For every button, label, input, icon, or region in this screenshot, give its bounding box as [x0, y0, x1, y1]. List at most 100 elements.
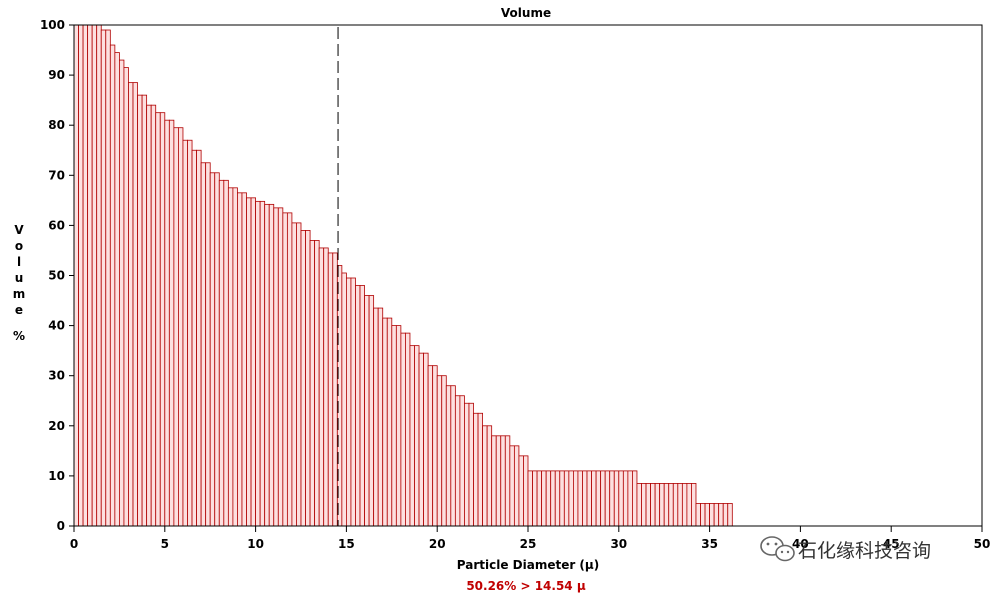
- bar: [341, 272, 347, 527]
- y-tick-label: 90: [48, 68, 65, 82]
- bar: [187, 139, 193, 527]
- bar: [495, 435, 502, 527]
- bar: [364, 295, 370, 527]
- bar: [255, 200, 261, 527]
- bar: [486, 425, 493, 527]
- bar: [314, 240, 320, 527]
- bar: [241, 192, 247, 527]
- median-annotation: 50.26% > 14.54 µ: [466, 579, 586, 593]
- bar: [554, 470, 561, 527]
- bar: [114, 52, 120, 527]
- bar: [119, 59, 125, 527]
- bar: [609, 470, 615, 527]
- bar: [445, 385, 452, 527]
- bar: [214, 172, 220, 527]
- bar: [563, 470, 570, 527]
- bar: [532, 470, 538, 527]
- bar: [709, 503, 715, 527]
- bar: [509, 445, 515, 527]
- bar: [200, 162, 207, 527]
- bar: [323, 247, 329, 527]
- bar: [622, 470, 629, 527]
- bar: [582, 470, 588, 527]
- bar: [141, 94, 148, 527]
- bar: [504, 435, 511, 527]
- bar: [586, 470, 592, 527]
- bar: [627, 470, 633, 527]
- bar: [155, 112, 161, 527]
- bar: [645, 483, 651, 527]
- bar: [391, 325, 397, 527]
- bar: [359, 285, 365, 527]
- bar: [150, 104, 157, 527]
- bar: [441, 375, 447, 527]
- bar: [686, 483, 692, 527]
- bar: [377, 307, 384, 527]
- bar: [550, 470, 556, 527]
- bar: [691, 483, 697, 527]
- bar: [727, 503, 733, 527]
- bar: [695, 503, 701, 527]
- bar: [268, 203, 275, 527]
- y-axis-label-char: l: [17, 255, 21, 269]
- bar: [273, 207, 279, 527]
- bar: [355, 285, 361, 527]
- bar: [632, 470, 638, 527]
- bar: [704, 503, 710, 527]
- bar: [178, 127, 184, 527]
- bar: [454, 395, 461, 527]
- bar: [450, 385, 456, 527]
- bar: [400, 332, 406, 527]
- y-tick-label: 40: [48, 319, 65, 333]
- bar: [350, 277, 356, 527]
- bar: [264, 203, 270, 527]
- bar: [459, 395, 465, 527]
- y-tick-label: 100: [40, 18, 65, 32]
- y-tick-label: 0: [57, 519, 65, 533]
- x-axis: 0 5 10 15 20 25 30 35 40 45 50: [70, 526, 990, 551]
- bar: [91, 24, 98, 527]
- y-axis-label-char: o: [15, 239, 23, 253]
- bar: [132, 82, 138, 527]
- y-axis-label-char: V: [14, 223, 24, 237]
- bar: [641, 483, 647, 527]
- x-tick-label: 30: [610, 537, 627, 551]
- bar: [137, 94, 143, 527]
- bar: [577, 470, 583, 527]
- bar: [663, 483, 670, 527]
- bar: [573, 470, 579, 527]
- bar: [309, 240, 316, 527]
- bar: [654, 483, 661, 527]
- bar: [636, 483, 642, 527]
- bar-series: [73, 24, 733, 527]
- bar: [300, 230, 306, 527]
- bar: [100, 29, 107, 527]
- bar: [218, 179, 225, 527]
- x-tick-label: 10: [247, 537, 264, 551]
- watermark: 石化缘科技咨询: [760, 536, 931, 562]
- bar: [559, 470, 565, 527]
- y-tick-label: 20: [48, 419, 65, 433]
- bar: [423, 352, 429, 527]
- y-axis: 0 10 20 30 40 50 60 70 80 90 100: [40, 18, 74, 533]
- y-tick-label: 70: [48, 168, 65, 182]
- watermark-text: 石化缘科技咨询: [798, 540, 931, 562]
- bar: [677, 483, 683, 527]
- bar: [473, 412, 479, 527]
- bar: [109, 44, 116, 527]
- bar: [518, 455, 524, 527]
- y-tick-label: 30: [48, 369, 65, 383]
- bar: [409, 345, 415, 527]
- bar: [182, 139, 188, 527]
- bar: [414, 345, 420, 527]
- bar: [164, 119, 170, 527]
- bar: [604, 470, 611, 527]
- bar: [332, 252, 338, 527]
- bar: [541, 470, 547, 527]
- bar: [105, 29, 111, 527]
- y-axis-label-char: u: [15, 271, 24, 285]
- bar: [191, 149, 197, 527]
- bar: [468, 402, 474, 527]
- bar: [600, 470, 606, 527]
